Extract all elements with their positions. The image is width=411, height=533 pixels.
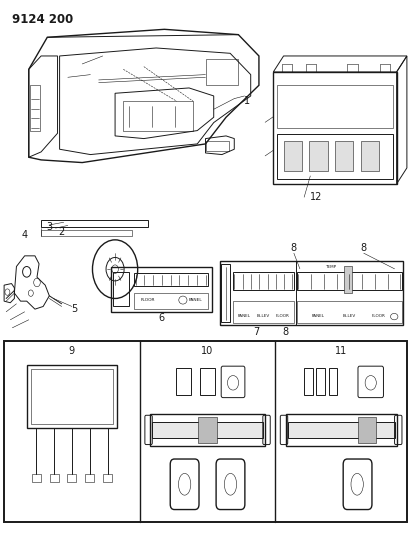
Bar <box>41 230 132 236</box>
Text: 8: 8 <box>283 327 289 337</box>
Bar <box>50 474 58 482</box>
Bar <box>220 261 403 325</box>
Text: 3: 3 <box>46 222 52 231</box>
Text: 2: 2 <box>58 227 65 237</box>
Bar <box>28 365 117 428</box>
Bar <box>67 474 76 482</box>
Bar <box>150 414 265 446</box>
Bar <box>277 85 393 128</box>
Bar <box>233 272 294 290</box>
Text: 1: 1 <box>244 96 249 106</box>
Text: 7: 7 <box>253 327 260 337</box>
Bar <box>309 141 328 171</box>
Text: BI-LEV: BI-LEV <box>343 313 356 318</box>
Bar <box>316 368 325 395</box>
Bar <box>200 368 215 395</box>
Text: 8: 8 <box>361 243 367 253</box>
Text: 10: 10 <box>201 346 214 356</box>
Text: FLOOR: FLOOR <box>276 313 290 318</box>
Text: 9: 9 <box>69 346 75 356</box>
Bar <box>199 417 217 443</box>
Bar <box>152 422 263 438</box>
Bar <box>329 368 337 395</box>
Text: BI-LEV: BI-LEV <box>257 313 270 318</box>
Text: PANEL: PANEL <box>312 313 324 318</box>
Bar <box>41 220 148 227</box>
Bar <box>31 369 113 424</box>
Text: FLOOR: FLOOR <box>141 298 155 302</box>
Text: 8: 8 <box>291 243 297 253</box>
Bar <box>123 101 193 131</box>
Bar <box>176 368 191 395</box>
Bar <box>103 474 112 482</box>
Bar <box>344 266 352 293</box>
Text: PANEL: PANEL <box>188 298 202 302</box>
Bar <box>284 141 302 171</box>
Bar <box>85 474 94 482</box>
Text: 5: 5 <box>71 304 77 314</box>
Text: 11: 11 <box>335 346 347 356</box>
Text: 6: 6 <box>158 313 164 323</box>
Bar <box>32 474 41 482</box>
Bar <box>277 134 393 179</box>
Text: 4: 4 <box>22 230 28 239</box>
Bar <box>297 272 402 290</box>
Bar <box>358 417 376 443</box>
Text: PANEL: PANEL <box>238 313 250 318</box>
Text: 9124 200: 9124 200 <box>12 13 74 26</box>
Bar <box>361 141 379 171</box>
Bar <box>273 72 397 184</box>
Bar <box>111 266 212 312</box>
Bar <box>304 368 313 395</box>
Bar <box>335 141 353 171</box>
Text: 12: 12 <box>310 192 323 202</box>
Bar <box>221 264 230 322</box>
Bar <box>288 422 395 438</box>
Bar <box>233 301 294 323</box>
Text: FLOOR: FLOOR <box>372 313 386 318</box>
Bar <box>134 273 208 286</box>
Bar <box>297 301 402 323</box>
Bar <box>30 85 40 131</box>
Bar <box>206 141 229 151</box>
Bar <box>286 414 397 446</box>
Bar <box>206 59 238 85</box>
Bar <box>134 293 208 309</box>
Bar <box>4 341 407 522</box>
Bar <box>113 272 129 306</box>
Text: TEMP: TEMP <box>325 264 336 269</box>
